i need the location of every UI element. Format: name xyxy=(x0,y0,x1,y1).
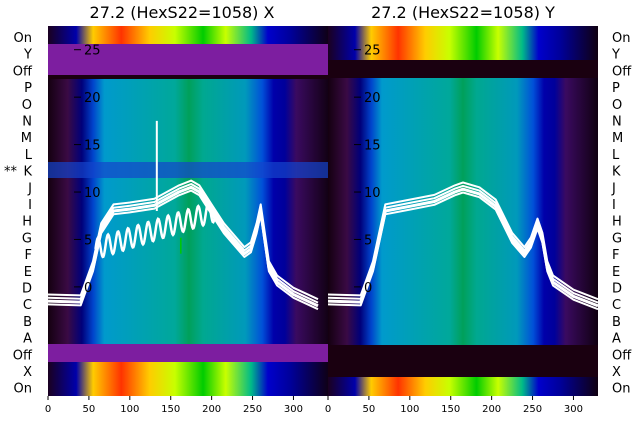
chart-title-x: 27.2 (HexS22=1058) X xyxy=(90,3,275,22)
row-label: I xyxy=(28,198,32,213)
row-label: N xyxy=(22,115,32,130)
x-tick-label: 0 xyxy=(325,404,331,415)
row-label: J xyxy=(611,181,616,196)
x-tick-label: 50 xyxy=(363,404,376,415)
row-label: J xyxy=(27,181,32,196)
row-label: K xyxy=(23,165,32,180)
x-tick-label: 200 xyxy=(482,404,501,415)
x-tick-label: 150 xyxy=(441,404,460,415)
x-tick-label: 300 xyxy=(564,404,583,415)
row-label: Y xyxy=(611,48,620,63)
heatmap-dark-band-top xyxy=(328,60,598,78)
y-tick-label: 20 xyxy=(364,91,381,106)
row-label: C xyxy=(612,298,621,313)
row-label: Off xyxy=(13,348,33,363)
y-tick-label: 25 xyxy=(364,44,381,59)
row-label: L xyxy=(612,148,620,163)
row-label: P xyxy=(612,81,620,96)
row-label: E xyxy=(24,265,32,280)
row-label: F xyxy=(25,248,32,263)
row-label: Off xyxy=(13,64,33,79)
trace-line xyxy=(328,181,598,301)
row-label: A xyxy=(23,332,32,347)
traces-y xyxy=(328,181,598,311)
row-label: K xyxy=(612,165,621,180)
x-tick-label: 150 xyxy=(161,404,180,415)
y-tick-label: 20 xyxy=(84,91,101,106)
heatmap-hot-band-top xyxy=(328,26,598,62)
row-label: P xyxy=(24,81,32,96)
row-label: C xyxy=(23,298,32,313)
y-tick-label: 5 xyxy=(364,233,372,248)
y-tick-label: 15 xyxy=(84,139,101,154)
row-label: Off xyxy=(612,348,632,363)
heatmap-hot-band-bottom xyxy=(48,362,330,396)
trace-line xyxy=(48,179,319,301)
panel-y xyxy=(328,26,598,396)
chart-title-y: 27.2 (HexS22=1058) Y xyxy=(371,3,555,22)
heatmap-blue-row-k xyxy=(48,162,330,178)
heatmap-dark-band-top xyxy=(48,75,330,79)
panel-x xyxy=(48,26,330,396)
trace-line xyxy=(328,191,598,311)
x-tick-label: 250 xyxy=(243,404,262,415)
row-label: M xyxy=(21,131,32,146)
heatmap-background xyxy=(328,26,598,396)
row-label: Y xyxy=(23,48,32,63)
heatmap-hot-band-top xyxy=(48,26,330,44)
y-tick-label: 10 xyxy=(84,186,101,201)
row-label: On xyxy=(612,31,630,46)
row-label: D xyxy=(22,282,32,297)
heatmap-purple-band-top xyxy=(48,44,330,78)
x-tick-label: 200 xyxy=(202,404,221,415)
row-label: Off xyxy=(612,64,632,79)
x-tick-label: 100 xyxy=(400,404,419,415)
row-label: On xyxy=(14,382,32,397)
x-tick-label: 50 xyxy=(83,404,96,415)
y-tick-label: 10 xyxy=(364,186,381,201)
y-tick-label: 25 xyxy=(84,44,101,59)
row-label: X xyxy=(612,365,621,380)
row-label: On xyxy=(612,382,630,397)
y-tick-label: 0 xyxy=(364,281,372,296)
heatmap-purple-band-bottom xyxy=(48,344,330,362)
x-tick-label: 0 xyxy=(45,404,51,415)
oscillation-trace xyxy=(94,201,217,259)
row-label: M xyxy=(612,131,623,146)
row-label: H xyxy=(22,215,32,230)
axes-y: 0 50 100 150 200 250 300 0 5 10 15 20 25 xyxy=(325,44,583,415)
heatmap-hot-band-bottom xyxy=(328,377,598,396)
row-label: A xyxy=(612,332,621,347)
trace-line xyxy=(48,189,319,311)
row-label: N xyxy=(612,115,622,130)
heatmap-dark-band-bottom xyxy=(328,345,598,377)
y-tick-label: 15 xyxy=(364,139,381,154)
row-label: E xyxy=(612,265,620,280)
row-label: D xyxy=(612,282,622,297)
row-label: B xyxy=(23,315,32,330)
axes-x: 0 50 100 150 200 250 300 0 5 10 15 20 25 xyxy=(45,44,303,415)
x-tick-label: 300 xyxy=(284,404,303,415)
row-label: H xyxy=(612,215,622,230)
row-label: On xyxy=(14,31,32,46)
row-label: G xyxy=(612,231,622,246)
row-label: O xyxy=(22,98,32,113)
row-label: B xyxy=(612,315,621,330)
row-label: X xyxy=(23,365,32,380)
row-label: L xyxy=(25,148,33,163)
row-label: F xyxy=(612,248,619,263)
x-tick-label: 100 xyxy=(120,404,139,415)
y-tick-label: 5 xyxy=(84,233,92,248)
row-label: O xyxy=(612,98,622,113)
traces-x xyxy=(48,120,319,311)
row-highlight-label: ** xyxy=(4,165,18,180)
row-label: I xyxy=(612,198,616,213)
y-tick-label: 0 xyxy=(84,281,92,296)
x-tick-label: 250 xyxy=(523,404,542,415)
row-label: G xyxy=(22,231,32,246)
